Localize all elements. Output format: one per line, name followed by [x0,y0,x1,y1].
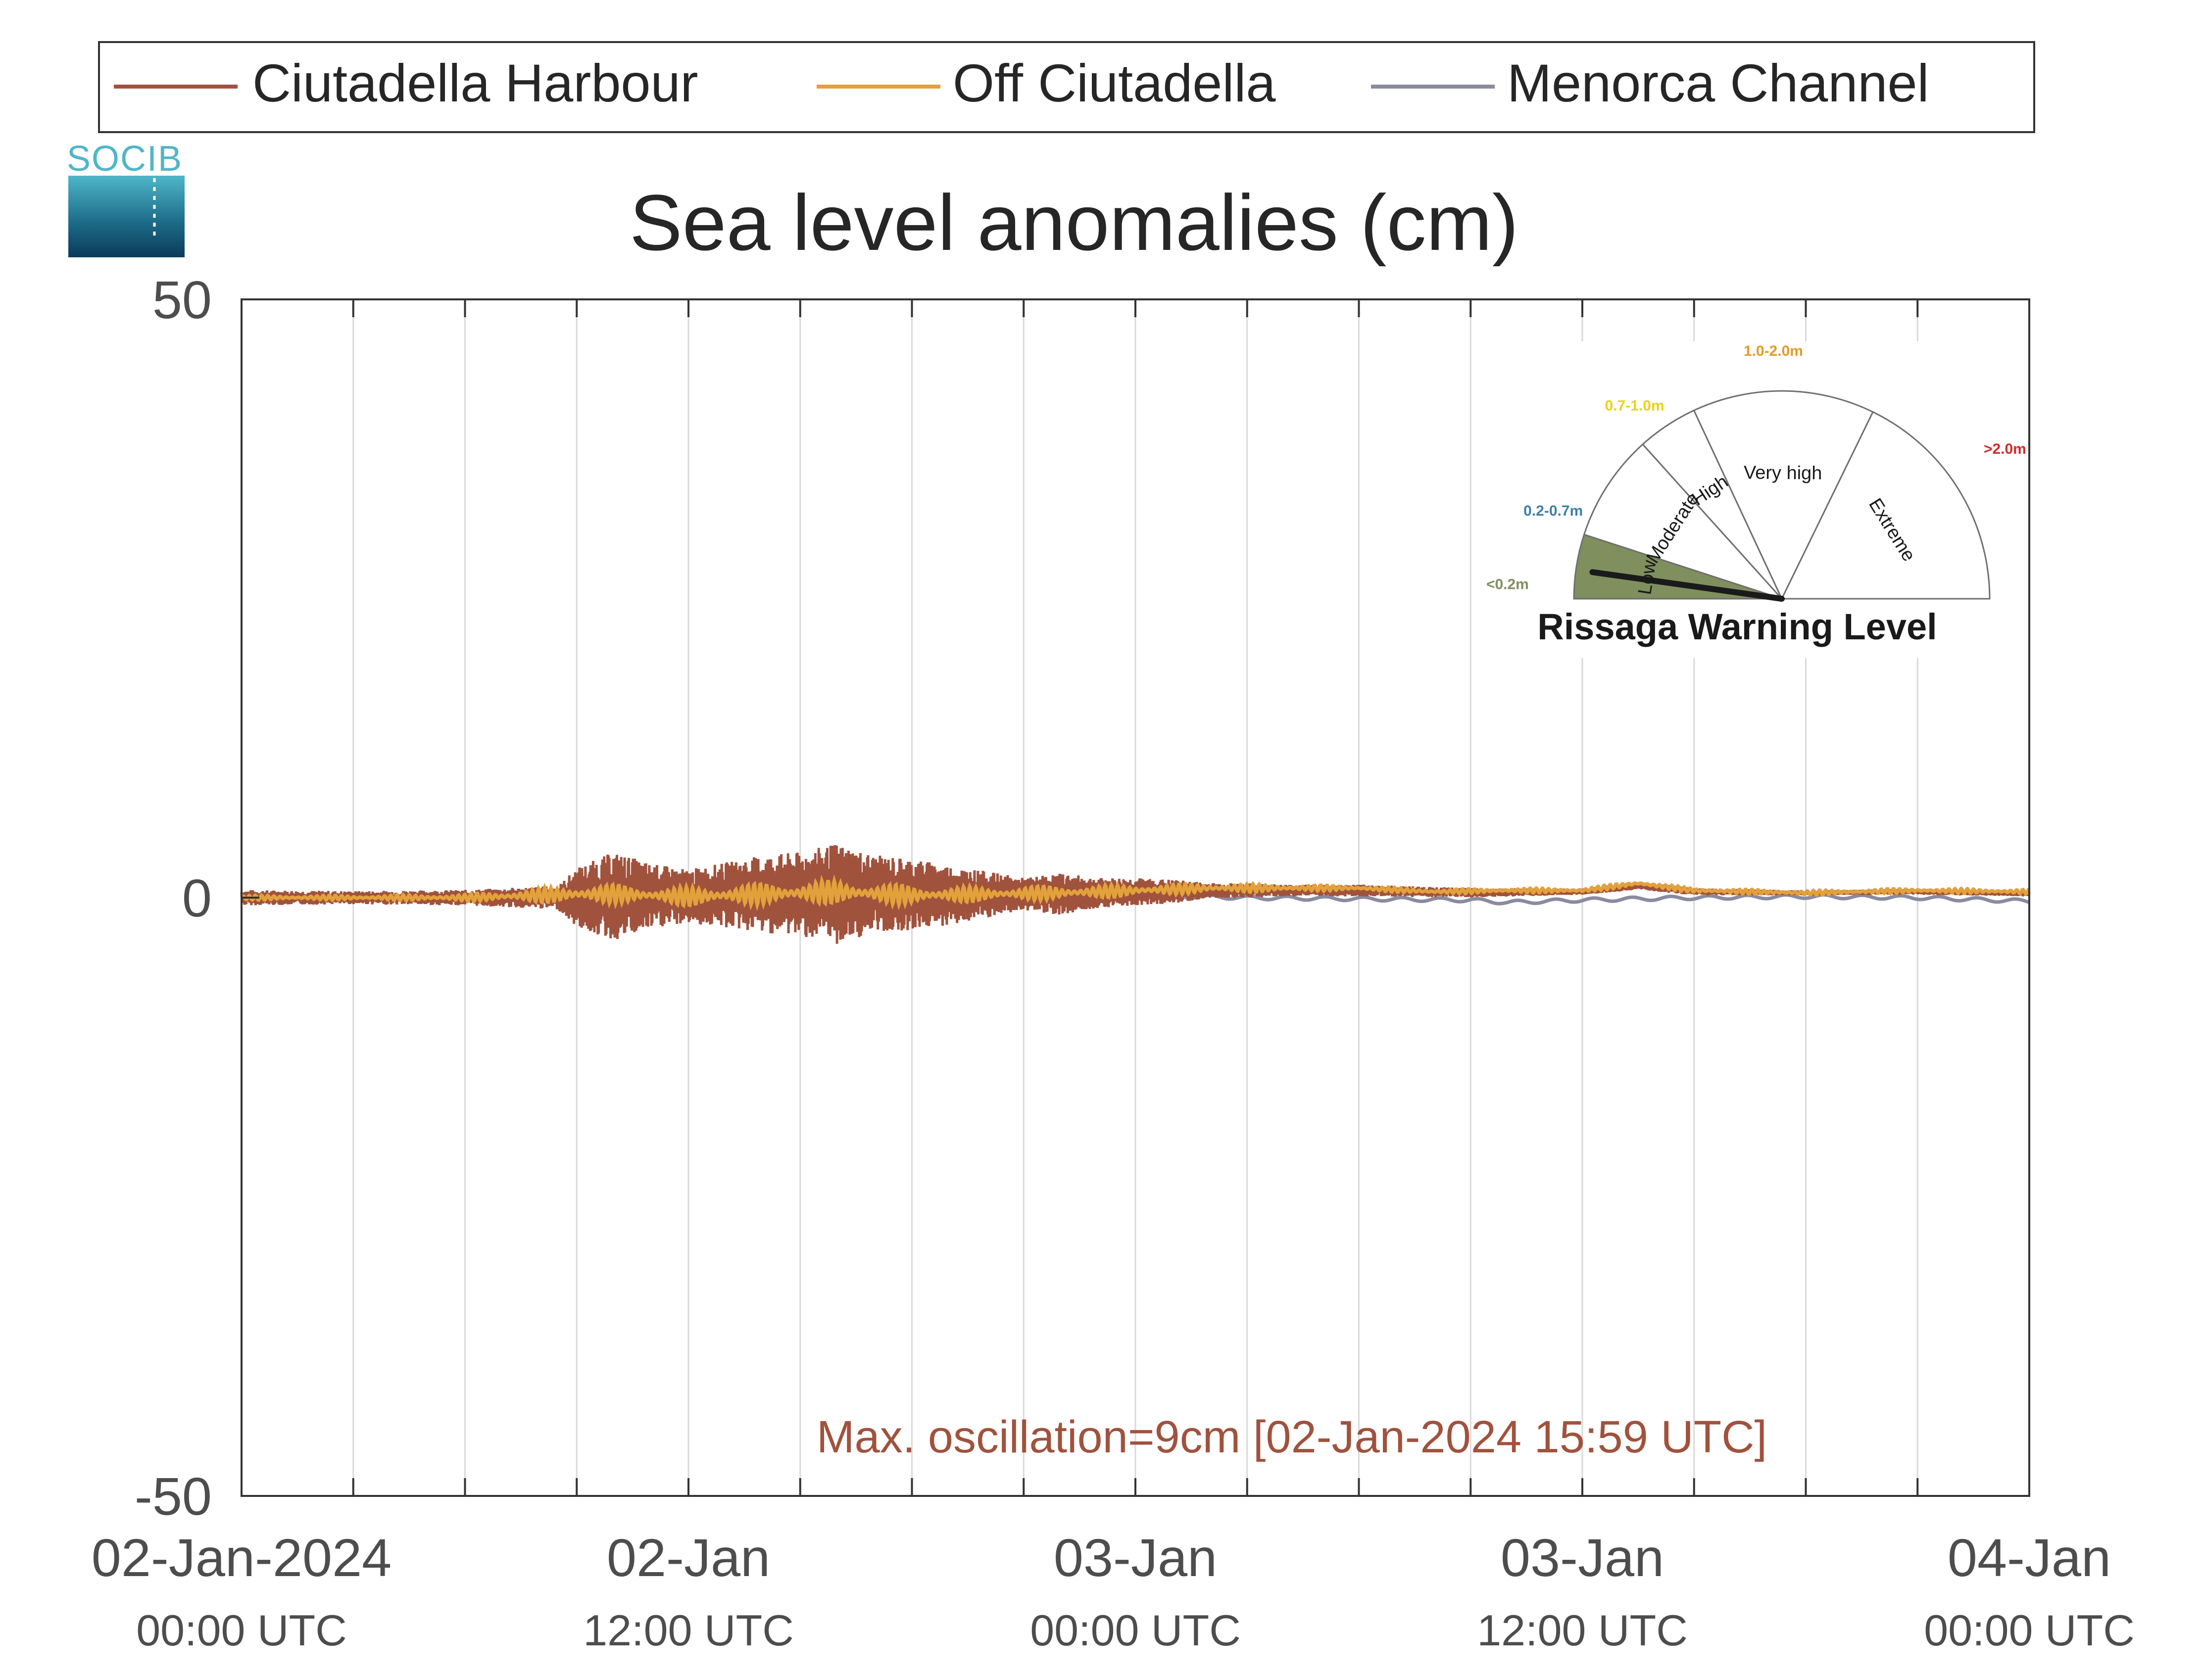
x-tick-label-date: 03-Jan [1054,1528,1217,1587]
legend-label-ciutadella-harbour: Ciutadella Harbour [252,53,698,113]
legend-box [98,41,2035,133]
tick-marks [242,298,1919,1497]
x-tick-label-date: 04-Jan [1948,1528,2111,1587]
gauge-title: Rissaga Warning Level [1537,606,1937,647]
gauge-sectors [1573,390,1991,601]
series-line-off-ciutadella [240,874,2030,912]
logo-text: SOCIB [67,139,183,179]
y-tick-label: 50 [152,270,212,330]
logo-block [68,176,185,257]
gauge-level-label: Very high [1744,462,1822,483]
gauge-range-label: 0.2-0.7m [1523,503,1583,519]
y-tick-label: -50 [135,1466,212,1526]
legend-label-menorca-channel: Menorca Channel [1507,53,1929,113]
legend-label-off-ciutadella: Off Ciutadella [953,53,1276,113]
gauge-needle [1589,569,1785,602]
x-tick-label-time: 12:00 UTC [1477,1606,1688,1655]
max-oscillation-annotation: Max. oscillation=9cm [02-Jan-2024 15:59 … [817,1412,1767,1462]
gauge-range-label: 1.0-2.0m [1744,343,1803,359]
gauge-sector [1780,411,1991,600]
legend: Ciutadella Harbour Off Ciutadella Menorc… [98,41,2035,133]
gauge-range-label: <0.2m [1486,576,1529,593]
gauge-sector [1583,443,1784,601]
y-tick-label: 0 [182,868,212,928]
gauge-range-label: 0.7-1.0m [1605,397,1664,414]
gauge-sector [1693,390,1874,601]
x-tick-label-date: 03-Jan [1501,1528,1664,1587]
x-tick-label-date: 02-Jan [607,1528,770,1587]
socib-logo: SOCIB [67,139,185,257]
gauge-range-labels: <0.2m 0.2-0.7m 0.7-1.0m 1.0-2.0m >2.0m [1486,343,2026,593]
chart-title: Sea level anomalies (cm) [630,178,1518,267]
x-tick-label-time: 00:00 UTC [136,1606,347,1655]
series-layer [240,845,2031,944]
gauge-range-label: >2.0m [1984,441,2026,457]
x-tick-labels: 02-Jan-2024 00:00 UTC 02-Jan 12:00 UTC 03-Ja… [92,1528,2135,1655]
y-tick-labels: -50 0 50 [135,270,212,1526]
x-tick-label-time: 00:00 UTC [1030,1606,1241,1655]
x-tick-label-date: 02-Jan-2024 [92,1528,391,1587]
x-tick-label-time: 12:00 UTC [583,1606,794,1655]
x-tick-label-time: 00:00 UTC [1924,1606,2135,1655]
